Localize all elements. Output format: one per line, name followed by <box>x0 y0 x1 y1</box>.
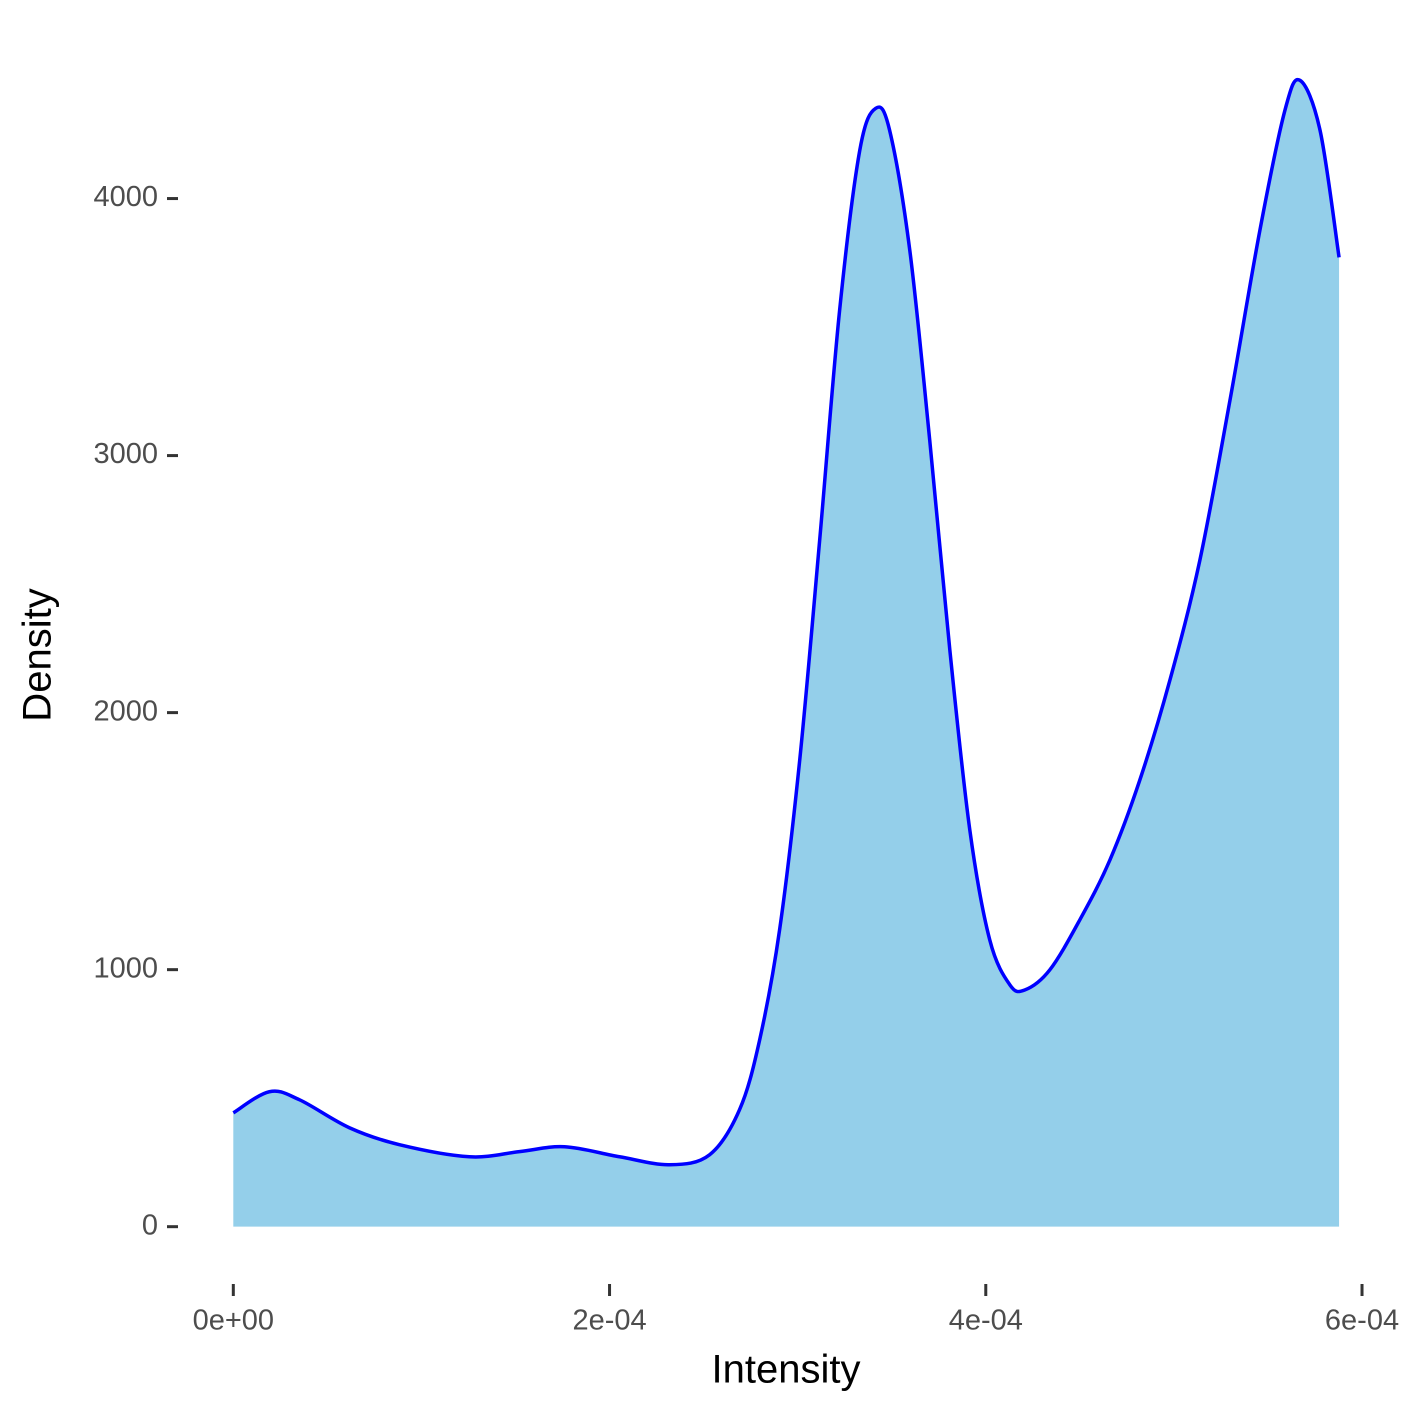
y-tick-label: 0 <box>142 1209 158 1241</box>
y-axis-title: Density <box>16 588 60 721</box>
y-tick-label: 1000 <box>93 952 158 984</box>
y-tick-label: 2000 <box>93 695 158 727</box>
y-tick-label: 4000 <box>93 181 158 213</box>
x-tick-label: 6e-04 <box>1325 1305 1399 1337</box>
x-axis-title: Intensity <box>712 1348 861 1392</box>
density-area <box>233 79 1340 1227</box>
x-tick-label: 4e-04 <box>949 1305 1023 1337</box>
density-line <box>232 77 1341 1167</box>
x-tick-label: 0e+00 <box>193 1305 274 1337</box>
x-tick-label: 2e-04 <box>572 1305 646 1337</box>
y-tick-label: 3000 <box>93 438 158 470</box>
